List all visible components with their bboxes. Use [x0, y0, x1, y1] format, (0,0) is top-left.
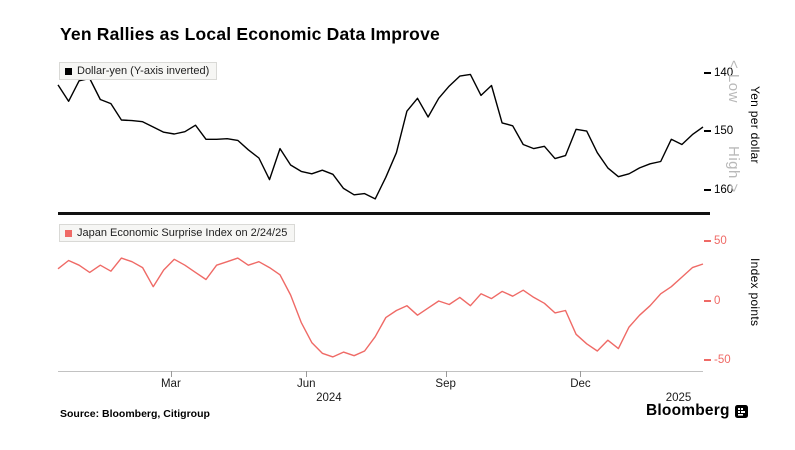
x-axis-tick-mark: [580, 371, 582, 377]
surprise-index-chart: [57, 257, 704, 358]
x-axis-tick-mark: [170, 371, 172, 377]
y-axis-tick-label: 160: [714, 183, 734, 196]
legend-surprise-index: Japan Economic Surprise Index on 2/24/25: [59, 224, 296, 242]
legend-label-surprise-index: Japan Economic Surprise Index on 2/24/25: [77, 227, 288, 239]
dollar-yen-chart: [57, 73, 704, 200]
y-axis-tick-label: -50: [714, 354, 731, 367]
y-axis-tick-mark: [704, 130, 711, 133]
y-axis-tick-mark: [704, 71, 711, 74]
y-axis-tick-mark: [704, 299, 711, 302]
y-axis-title-yen: Yen per dollar: [748, 86, 762, 164]
x-axis-line: [58, 371, 703, 372]
y-axis-tick-label: 0: [714, 294, 721, 307]
chart-title: Yen Rallies as Local Economic Data Impro…: [60, 24, 440, 44]
y-axis-tick-label: 150: [714, 125, 734, 138]
inverted-axis-low-note: < Low: [725, 60, 742, 103]
y-axis-tick-label: 140: [714, 66, 734, 79]
y-axis-tick-mark: [704, 188, 711, 191]
x-axis-tick-label: Dec: [570, 378, 591, 390]
legend-dollar-yen: Dollar-yen (Y-axis inverted): [59, 62, 218, 80]
panel-separator: [58, 212, 710, 215]
x-axis-tick-label: Mar: [160, 378, 181, 390]
x-axis-tick-mark: [445, 371, 447, 377]
y-axis-tick-label: 50: [714, 235, 727, 248]
legend-label-dollar-yen: Dollar-yen (Y-axis inverted): [77, 65, 210, 77]
x-axis-tick-label: Jun: [297, 378, 316, 390]
y-axis-tick-mark: [704, 240, 711, 243]
x-axis-tick-mark: [306, 371, 308, 377]
x-axis-year-label: 2025: [665, 392, 692, 404]
source-note: Source: Bloomberg, Citigroup: [60, 408, 210, 420]
legend-swatch-black: [65, 67, 72, 75]
y-axis-title-index: Index points: [748, 258, 762, 327]
legend-swatch-red: [65, 229, 72, 237]
bloomberg-logo: Bloomberg: [646, 402, 748, 420]
x-axis-year-label: 2024: [316, 392, 342, 404]
y-axis-tick-mark: [704, 359, 711, 362]
inverted-axis-high-note: High >: [725, 146, 742, 193]
surprise-index-line: [57, 257, 704, 358]
bloomberg-bug-icon: [734, 404, 748, 418]
x-axis-tick-label: Sep: [435, 378, 456, 390]
dollar-yen-line: [57, 73, 704, 200]
bloomberg-logo-text: Bloomberg: [646, 402, 730, 419]
